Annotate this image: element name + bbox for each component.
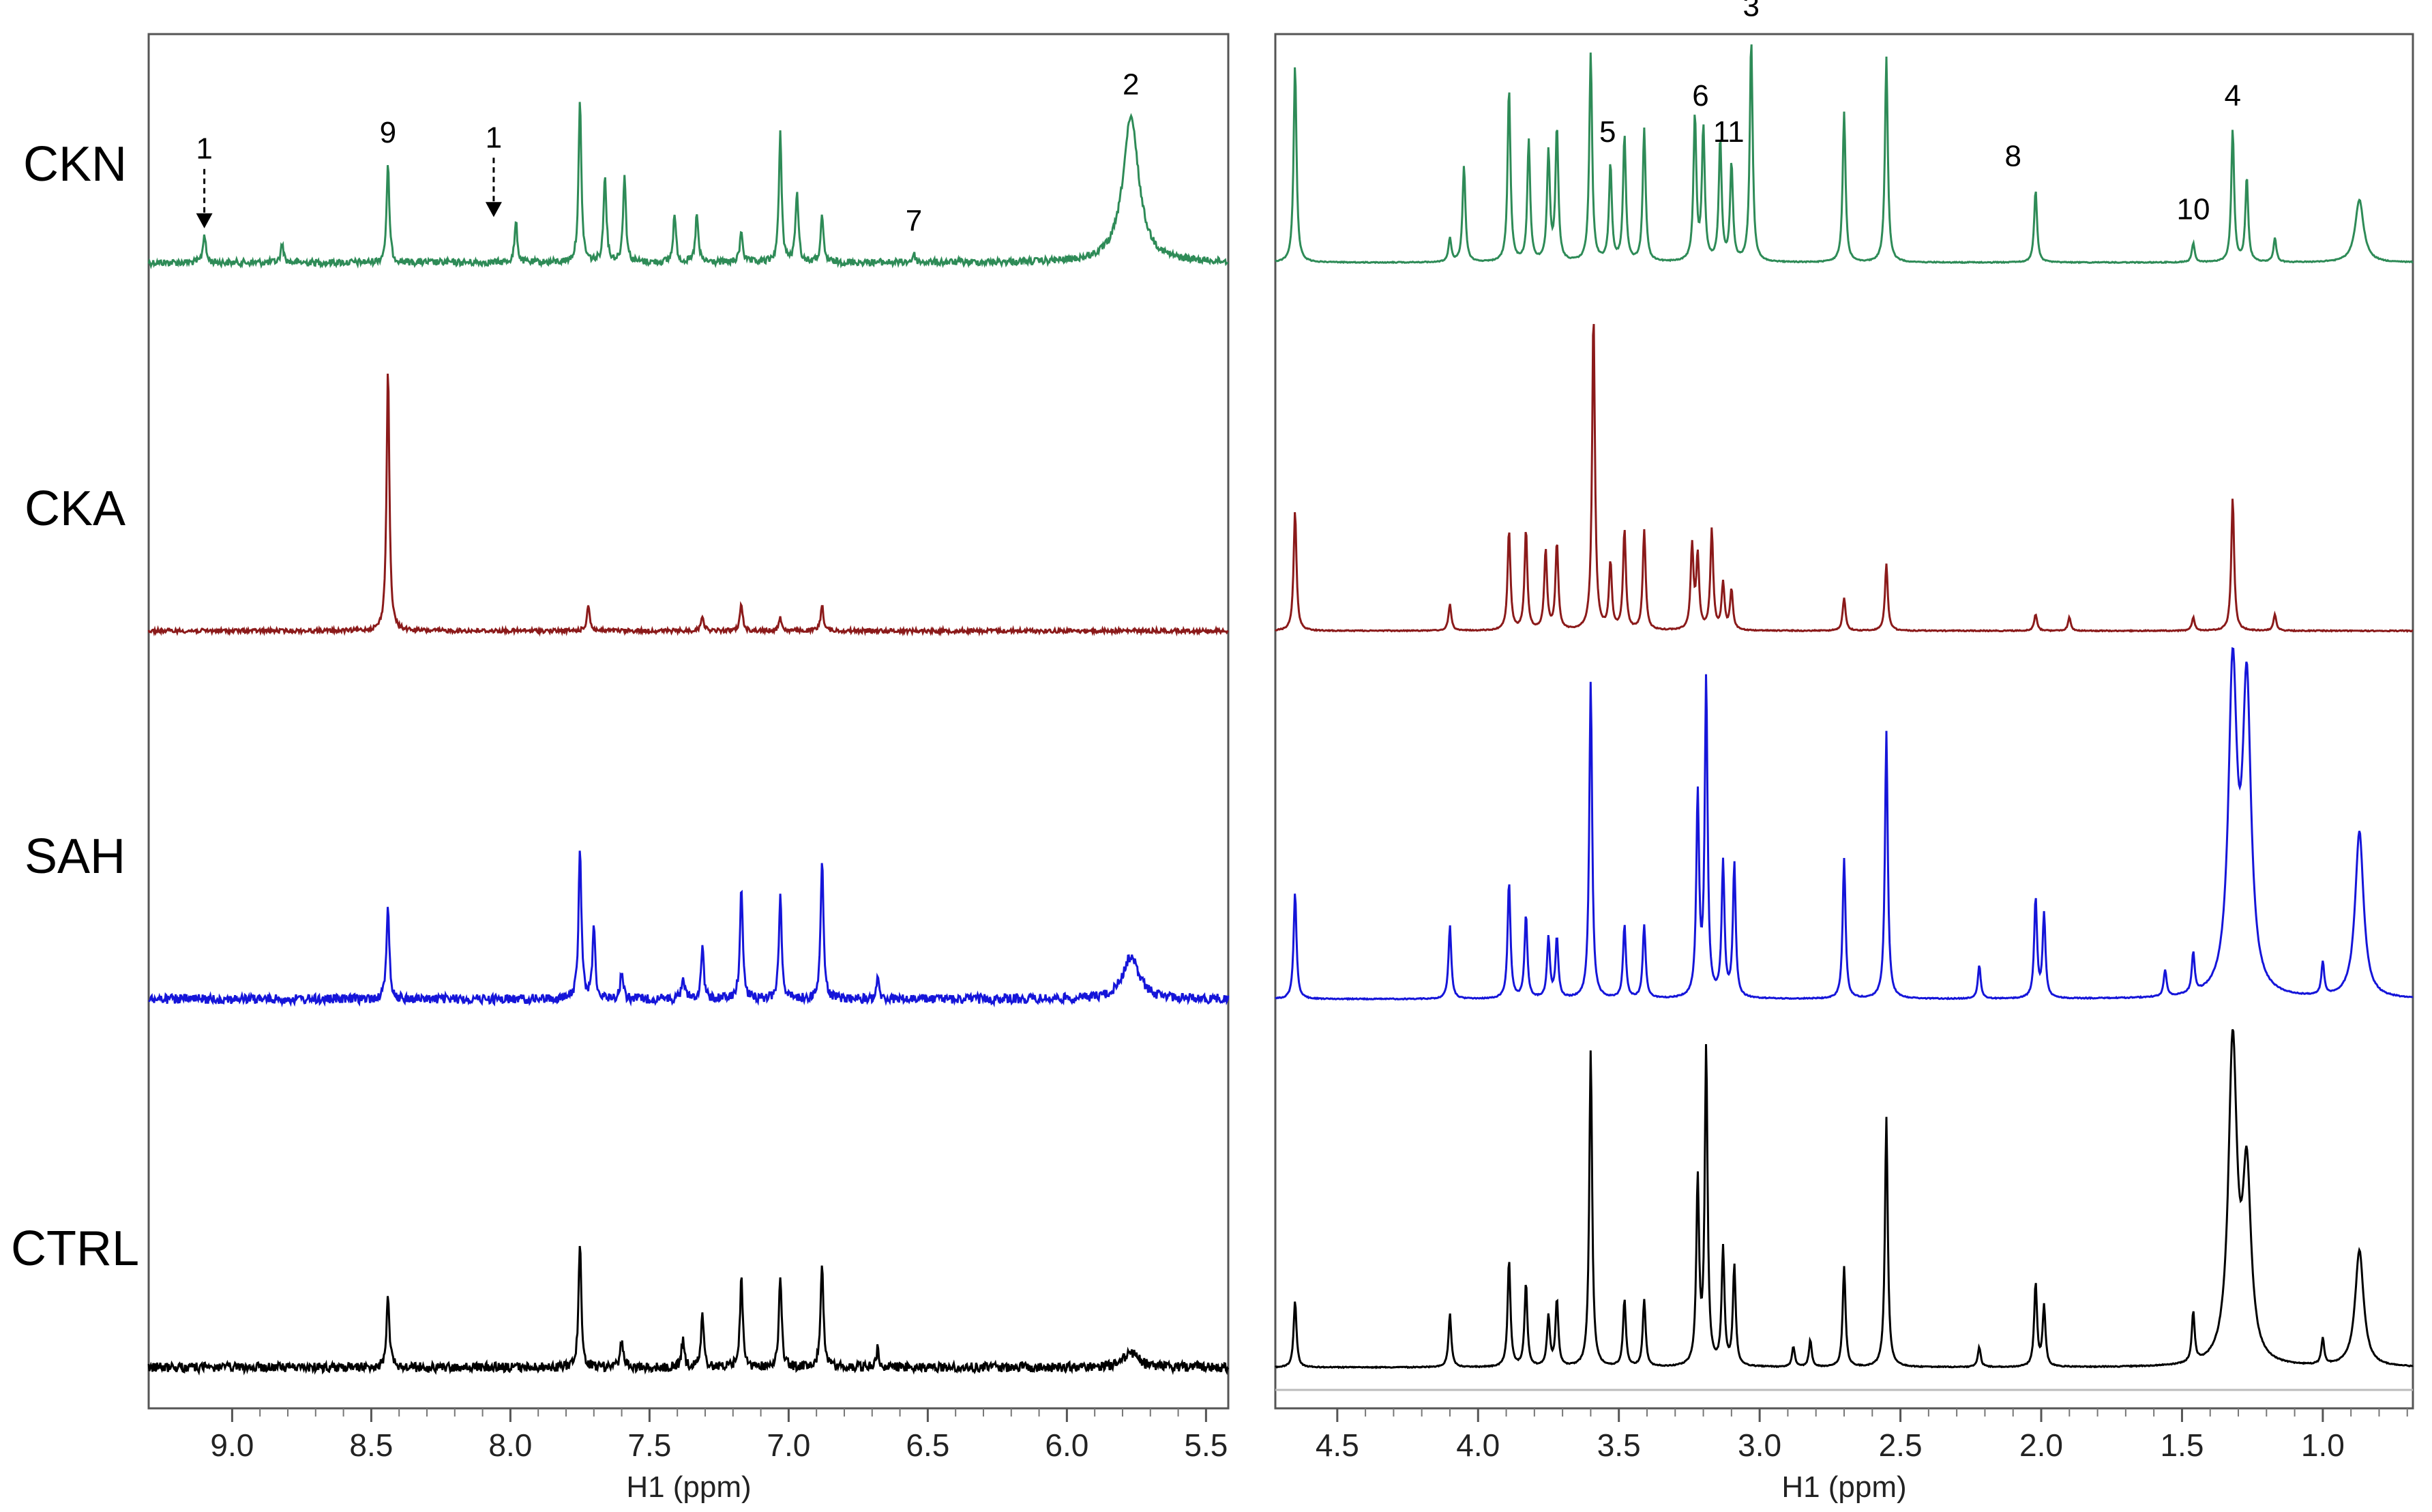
right-spectrum-ckn <box>1275 44 2414 265</box>
right-peak-label: 8 <box>2004 140 2021 173</box>
row-label-cka: CKA <box>25 481 125 536</box>
left-peak-label: 9 <box>380 116 396 149</box>
row-label-ckn: CKN <box>23 137 127 192</box>
right-peak-label: 5 <box>1599 115 1616 149</box>
left-spectra <box>147 102 1230 1376</box>
row-label-sah: SAH <box>25 829 125 884</box>
left-tick-label: 6.5 <box>906 1427 949 1463</box>
left-spectrum-panel: 9.0 8.5 8.0 7.5 7.0 6.5 6.0 5.5 1 9 172 H1 (ppm) <box>147 33 1230 1504</box>
right-peak-label: 10 <box>2176 193 2210 226</box>
right-spectrum-sah <box>1275 647 2414 1001</box>
right-tick-label: 3.5 <box>1597 1427 1641 1463</box>
left-tick-label: 6.0 <box>1045 1427 1088 1463</box>
right-peak-label: 4 <box>2225 79 2241 113</box>
row-labels: CKN CKA SAH CTRL <box>11 137 139 1276</box>
left-tick-label: 7.5 <box>627 1427 671 1463</box>
right-tick-label: 4.0 <box>1456 1427 1500 1463</box>
right-peak-label: 11 <box>1713 115 1745 149</box>
right-tick-label: 3.0 <box>1738 1427 1781 1463</box>
right-tick-label: 4.5 <box>1316 1427 1359 1463</box>
left-peak-label: 1 <box>486 121 502 154</box>
left-tick-label: 7.0 <box>767 1427 810 1463</box>
right-spectrum-cka <box>1275 323 2414 633</box>
right-peak-label: 3 <box>1743 0 1760 23</box>
row-label-ctrl: CTRL <box>11 1221 139 1276</box>
right-spectra <box>1275 44 2414 1369</box>
left-spectrum-ctrl <box>147 1245 1230 1376</box>
right-tick-label: 1.5 <box>2160 1427 2204 1463</box>
left-tick-label: 9.0 <box>210 1427 254 1463</box>
left-tick-label: 8.0 <box>488 1427 532 1463</box>
left-peak-label: 1 <box>196 132 212 166</box>
right-spectrum-ctrl <box>1275 1028 2414 1369</box>
left-spectrum-sah <box>148 850 1230 1008</box>
left-panel-frame <box>147 33 1230 1410</box>
right-x-axis-title: H1 (ppm) <box>1781 1470 1906 1504</box>
right-tick-label: 2.0 <box>2019 1427 2063 1463</box>
right-peak-label: 6 <box>1692 79 1708 113</box>
arrow-head-icon <box>485 202 502 218</box>
left-peak-label: 2 <box>1123 68 1139 102</box>
right-tick-label: 1.0 <box>2301 1427 2345 1463</box>
right-peak-annotations: 5 611 3 8 10 4 <box>1599 0 2241 226</box>
right-tick-label: 2.5 <box>1879 1427 1923 1463</box>
left-peak-annotations: 1 9 172 <box>196 68 1139 238</box>
arrow-head-icon <box>196 213 213 228</box>
left-tick-label: 5.5 <box>1184 1427 1228 1463</box>
left-x-axis-ticks: 9.0 8.5 8.0 7.5 7.0 6.5 6.0 5.5 <box>210 1408 1228 1463</box>
left-spectrum-cka <box>147 373 1229 637</box>
right-x-axis-ticks: 4.5 4.0 3.5 3.0 2.5 2.0 1.5 1.0 <box>1316 1408 2408 1463</box>
left-tick-label: 8.5 <box>349 1427 393 1463</box>
left-x-axis-title: H1 (ppm) <box>626 1470 751 1504</box>
left-peak-label: 7 <box>906 204 922 237</box>
right-spectrum-panel: 4.5 4.0 3.5 3.0 2.5 2.0 1.5 1.0 5 611 3 8 10 4 H1 (p… <box>1274 0 2414 1504</box>
left-spectrum-ckn <box>147 102 1229 269</box>
